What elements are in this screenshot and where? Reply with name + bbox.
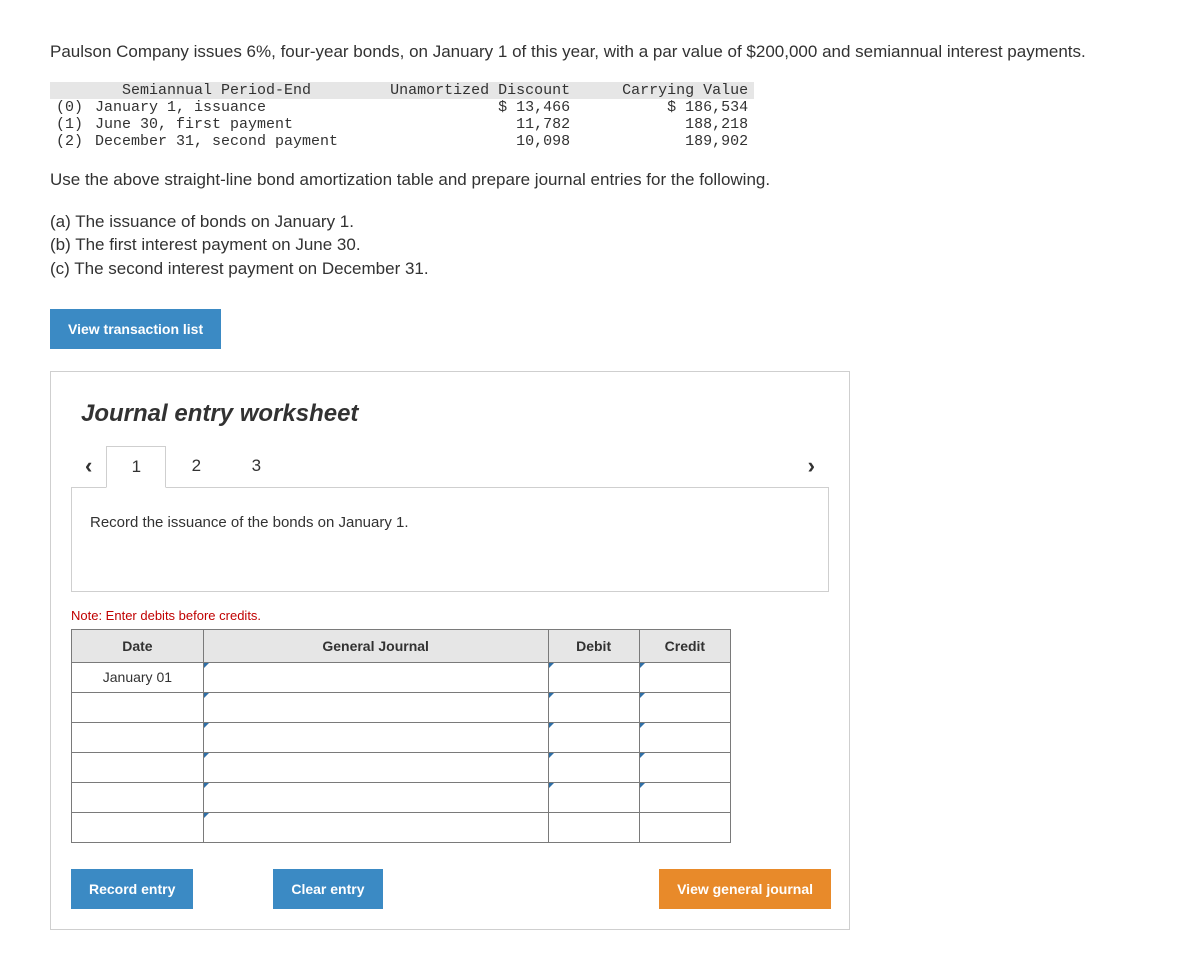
chevron-right-icon[interactable]: › (794, 447, 829, 485)
amort-row-period: June 30, first payment (89, 116, 344, 133)
debits-before-credits-note: Note: Enter debits before credits. (71, 608, 829, 623)
problem-intro: Paulson Company issues 6%, four-year bon… (50, 40, 1150, 64)
account-cell[interactable] (203, 692, 548, 722)
date-cell[interactable]: January 01 (72, 662, 204, 692)
debit-cell[interactable] (548, 782, 639, 812)
account-cell[interactable] (203, 752, 548, 782)
col-header-debit: Debit (548, 629, 639, 662)
worksheet-title: Journal entry worksheet (81, 400, 829, 428)
date-cell[interactable] (72, 722, 204, 752)
clear-entry-button[interactable]: Clear entry (273, 869, 382, 909)
debit-cell[interactable] (548, 722, 639, 752)
amort-row-carrying: 189,902 (616, 133, 754, 150)
account-cell[interactable] (203, 722, 548, 752)
credit-cell[interactable] (639, 722, 730, 752)
amortization-table: Semiannual Period-End Unamortized Discou… (50, 82, 754, 150)
col-header-date: Date (72, 629, 204, 662)
debit-cell[interactable] (548, 662, 639, 692)
chevron-left-icon[interactable]: ‹ (71, 447, 106, 485)
col-header-credit: Credit (639, 629, 730, 662)
date-cell[interactable] (72, 812, 204, 842)
tab-2[interactable]: 2 (166, 446, 226, 486)
credit-cell[interactable] (639, 692, 730, 722)
subpart-b: (b) The first interest payment on June 3… (50, 233, 1150, 257)
credit-cell[interactable] (639, 812, 730, 842)
debit-cell[interactable] (548, 692, 639, 722)
account-cell[interactable] (203, 812, 548, 842)
amort-header-period: Semiannual Period-End (89, 82, 344, 99)
view-general-journal-button[interactable]: View general journal (659, 869, 831, 909)
amort-row-idx: (0) (50, 99, 89, 116)
amort-header-discount: Unamortized Discount (384, 82, 576, 99)
subpart-c: (c) The second interest payment on Decem… (50, 257, 1150, 281)
journal-entry-table: Date General Journal Debit Credit Januar… (71, 629, 731, 843)
date-cell[interactable] (72, 752, 204, 782)
account-cell[interactable] (203, 662, 548, 692)
instruction-text: Use the above straight-line bond amortiz… (50, 168, 1150, 192)
debit-cell[interactable] (548, 812, 639, 842)
amort-row-period: December 31, second payment (89, 133, 344, 150)
amort-header-carrying: Carrying Value (616, 82, 754, 99)
amort-row-idx: (1) (50, 116, 89, 133)
worksheet-tabbar: ‹ 1 2 3 › (71, 446, 829, 488)
amort-row-period: January 1, issuance (89, 99, 344, 116)
tab-3[interactable]: 3 (226, 446, 286, 486)
col-header-general-journal: General Journal (203, 629, 548, 662)
record-entry-button[interactable]: Record entry (71, 869, 193, 909)
date-cell[interactable] (72, 692, 204, 722)
debit-cell[interactable] (548, 752, 639, 782)
credit-cell[interactable] (639, 752, 730, 782)
account-cell[interactable] (203, 782, 548, 812)
amort-row-carrying: 188,218 (616, 116, 754, 133)
amort-row-idx: (2) (50, 133, 89, 150)
date-cell[interactable] (72, 782, 204, 812)
view-transaction-list-button[interactable]: View transaction list (50, 309, 221, 349)
credit-cell[interactable] (639, 782, 730, 812)
amort-row-discount: 10,098 (384, 133, 576, 150)
entry-prompt: Record the issuance of the bonds on Janu… (71, 488, 829, 592)
tab-1[interactable]: 1 (106, 446, 166, 488)
subpart-a: (a) The issuance of bonds on January 1. (50, 210, 1150, 234)
amort-row-carrying: $ 186,534 (616, 99, 754, 116)
amort-row-discount: 11,782 (384, 116, 576, 133)
amort-row-discount: $ 13,466 (384, 99, 576, 116)
journal-entry-worksheet: Journal entry worksheet ‹ 1 2 3 › Record… (50, 371, 850, 930)
credit-cell[interactable] (639, 662, 730, 692)
